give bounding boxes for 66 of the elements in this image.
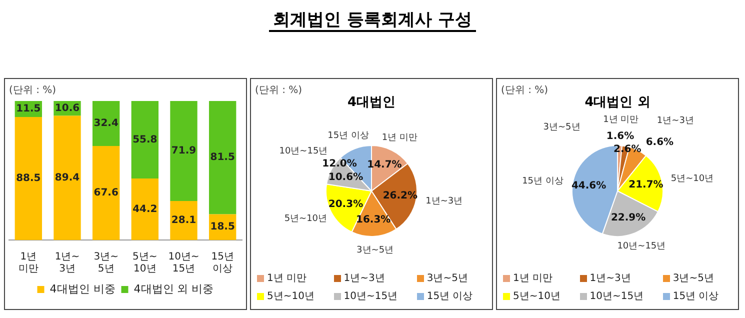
- x-tick-label: 5년~10년: [132, 252, 158, 275]
- legend-label: 15년 이상: [426, 290, 473, 303]
- text: (단위 : %): [9, 84, 56, 97]
- bar: [170, 200, 198, 240]
- data-label: 44.6%: [571, 180, 606, 192]
- data-label: 10.6%: [328, 172, 364, 184]
- x-tick-label: 3년~5년: [94, 252, 118, 275]
- slice-label: 1년 미만: [603, 114, 639, 125]
- data-label: 18.5: [210, 222, 235, 233]
- chart-title: 4대법인 외: [584, 95, 650, 110]
- bar: [92, 101, 120, 146]
- data-label: 89.4: [54, 172, 80, 184]
- x-tick-label: 10년~15년: [168, 252, 200, 275]
- text: 회계법인 등록회계사 구성: [269, 10, 476, 32]
- data-label: 11.5: [16, 104, 41, 115]
- bar: [131, 178, 159, 240]
- data-label: 10.6: [54, 102, 80, 114]
- legend-label: 10년~15년: [590, 290, 644, 303]
- x-tick-label: 15년 이상: [211, 252, 234, 275]
- text: (단위 : %): [501, 84, 548, 97]
- data-label: 88.5: [16, 173, 41, 184]
- legend-label: 1년 미만: [267, 272, 307, 285]
- bar: [54, 116, 81, 240]
- data-label: 12.0%: [322, 158, 357, 170]
- data-label: 16.3%: [356, 214, 391, 226]
- chart-title: 4대법인: [347, 95, 396, 110]
- legend-label: 1년 미만: [513, 272, 553, 285]
- legend-label: 5년~10년: [513, 290, 560, 303]
- data-label: 32.4: [94, 118, 118, 130]
- data-label: 55.8: [132, 134, 158, 146]
- data-label: 22.9%: [610, 212, 646, 224]
- data-label: 67.6: [94, 188, 118, 199]
- bar: [170, 101, 198, 201]
- slice-label: 5년~10년: [284, 214, 328, 224]
- category-label: 3년~5년: [543, 122, 580, 133]
- data-label: 81.5: [210, 152, 235, 164]
- data-label: 1.6%: [606, 131, 634, 142]
- legend-label: 15년 이상: [672, 290, 719, 303]
- slice-label: 15년 이상: [328, 131, 369, 142]
- slice-label: 15년 이상: [522, 176, 564, 186]
- legend-label: 10년~15년: [344, 290, 398, 303]
- bar: [14, 116, 42, 240]
- x-tick-label: 1년 미만: [18, 252, 38, 275]
- category-label: 1년~3년: [656, 116, 694, 126]
- slice-label: 10년~15년: [617, 242, 666, 252]
- legend-label: 1년~3년: [344, 272, 385, 285]
- data-label: 6.6%: [646, 137, 674, 148]
- slice-label: 10년~15년: [279, 146, 328, 157]
- legend-label: 4대법인 외 비중: [134, 282, 214, 296]
- data-label: 44.2: [132, 204, 158, 215]
- slice-label: 1년 미만: [382, 133, 418, 144]
- data-label: 28.1: [171, 215, 196, 226]
- legend-label: 3년~5년: [672, 272, 714, 285]
- legend-label: 3년~5년: [426, 272, 468, 285]
- bar: [92, 146, 120, 240]
- bar: [208, 101, 236, 214]
- legend-label: 1년~3년: [590, 272, 631, 285]
- legend-label: 5년~10년: [267, 290, 314, 303]
- data-label: 20.3%: [328, 199, 364, 210]
- legend-label: 4대법인 비중: [50, 282, 116, 296]
- slice-label: 5년~10년: [670, 174, 714, 184]
- bar: [131, 101, 159, 179]
- text: (단위 : %): [255, 84, 302, 97]
- x-tick-label: 1년~3년: [54, 252, 80, 275]
- data-label: 71.9: [171, 146, 196, 157]
- slice-label: 1년~3년: [426, 196, 463, 207]
